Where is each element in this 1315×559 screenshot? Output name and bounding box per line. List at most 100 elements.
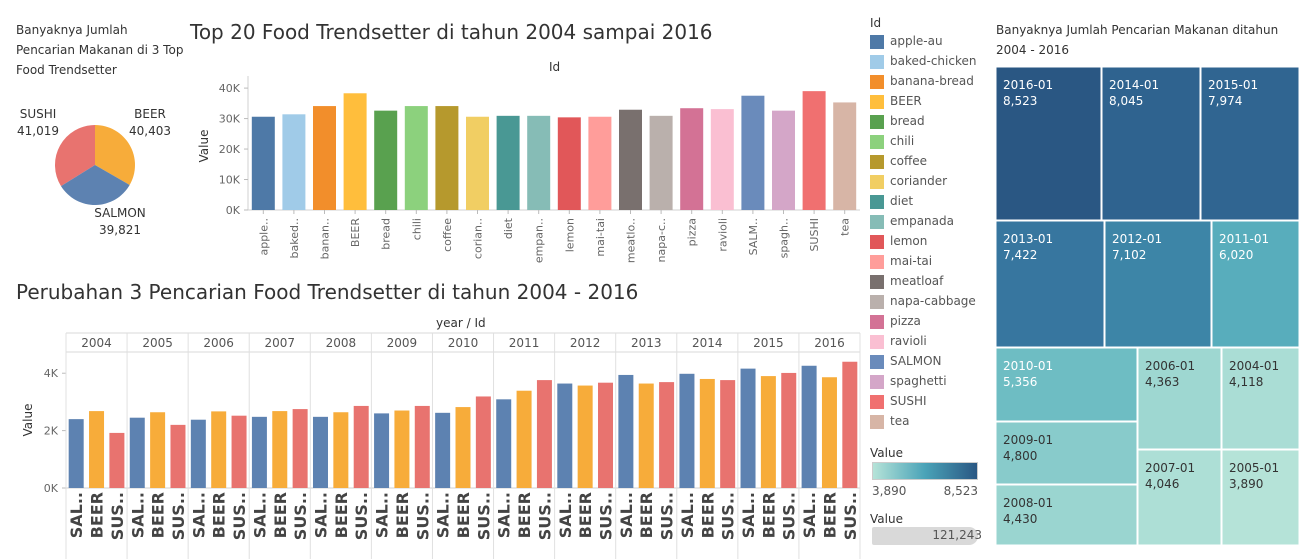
legend-swatch: [870, 375, 884, 389]
pie-slice-salmon: [61, 165, 130, 205]
grouped-y-tick-label: 0K: [44, 482, 59, 495]
grouped-x-tick-label: BEER: [393, 492, 412, 538]
grouped-x-tick-label: BEER: [210, 492, 229, 538]
treemap-cell-label: 2012-01: [1112, 232, 1162, 246]
legend-swatch: [870, 335, 884, 349]
grouped-x-tick-label: SAL..: [250, 492, 269, 538]
bar-x-tick-label: bread: [380, 218, 393, 250]
legend-label: spaghetti: [890, 374, 947, 388]
bar-chili: [404, 106, 428, 210]
legend-swatch: [870, 195, 884, 209]
treemap-cell-2015-01: [1200, 66, 1300, 221]
grouped-chart-header: year / Id: [436, 316, 486, 330]
bar-chart-x-header: Id: [549, 60, 561, 74]
legend-label: bread: [890, 114, 925, 128]
treemap-cell-2013-01: [995, 220, 1105, 348]
bar-x-tick-label: baked..: [288, 218, 301, 258]
color-scale-title: Value: [870, 446, 903, 460]
grouped-chart-title: Perubahan 3 Pencarian Food Trendsetter d…: [16, 280, 639, 304]
grouped-bar-salmon: [251, 416, 267, 488]
grouped-bar-beer: [577, 385, 593, 488]
size-scale-value: 121,243: [932, 528, 982, 542]
treemap-cell-value: 3,890: [1229, 477, 1263, 491]
grouped-year-header: 2014: [692, 336, 723, 350]
legend-swatch: [870, 315, 884, 329]
grouped-bar-sushi: [842, 361, 858, 488]
bar-bread: [374, 110, 398, 210]
bar-mai-tai: [588, 116, 612, 210]
legend-label: SALMON: [890, 354, 942, 368]
grouped-x-tick-label: BEER: [820, 492, 839, 538]
treemap-cell-2012-01: [1104, 220, 1212, 348]
grouped-x-tick-label: SUS..: [291, 492, 310, 540]
legend-swatch: [870, 35, 884, 49]
bar-meatloaf: [619, 109, 642, 210]
treemap-cell-label: 2013-01: [1003, 232, 1053, 246]
grouped-bar-salmon: [190, 419, 206, 488]
treemap-cell-label: 2016-01: [1003, 78, 1053, 92]
treemap-cell-label: 2010-01: [1003, 359, 1053, 373]
legend-swatch: [870, 75, 884, 89]
bar-x-tick-label: BEER: [349, 218, 362, 247]
grouped-x-tick-label: SUS..: [719, 492, 738, 540]
grouped-x-tick-label: BEER: [637, 492, 656, 538]
grouped-bar-sushi: [292, 409, 308, 488]
size-scale-bar: [872, 527, 978, 545]
bar-napa-cabbage: [649, 115, 673, 210]
grouped-bar-sushi: [353, 405, 369, 488]
legend-label: coffee: [890, 154, 927, 168]
legend-label: lemon: [890, 234, 928, 248]
bar-x-tick-label: lemon: [563, 218, 576, 252]
pie-chart-title: Banyaknya Jumlah Pencarian Makanan di 3 …: [16, 23, 184, 77]
legend-swatch: [870, 55, 884, 69]
legend-swatch: [870, 395, 884, 409]
grouped-bar-sushi: [414, 405, 430, 488]
grouped-x-tick-label: SUS..: [108, 492, 127, 540]
treemap-cell-2004-01: [1221, 347, 1300, 450]
treemap-cell-2010-01: [995, 347, 1138, 422]
bar-y-tick-label: 30K: [219, 113, 241, 126]
treemap-cell-2014-01: [1101, 66, 1201, 221]
treemap-cell-value: 7,102: [1112, 248, 1146, 262]
grouped-bar-salmon: [740, 368, 756, 488]
legend-label: pizza: [890, 314, 921, 328]
treemap-cell-2005-01: [1221, 449, 1300, 546]
grouped-bar-salmon: [557, 383, 573, 488]
grouped-bar-sushi: [109, 432, 125, 488]
grouped-x-tick-label: SUS..: [780, 492, 799, 540]
bar-y-tick-label: 20K: [219, 143, 241, 156]
bar-x-tick-label: tea: [839, 218, 852, 236]
grouped-bar-beer: [638, 383, 654, 488]
treemap-cell-label: 2011-01: [1219, 232, 1269, 246]
grouped-bar-beer: [760, 376, 776, 488]
legend-swatch: [870, 275, 884, 289]
legend-title: Id: [870, 16, 882, 30]
grouped-x-tick-label: SAL..: [617, 492, 636, 538]
pie-slice-beer: [95, 125, 135, 185]
grouped-y-tick-label: 2K: [44, 425, 59, 438]
grouped-x-tick-label: BEER: [515, 492, 534, 538]
bar-chart-title: Top 20 Food Trendsetter di tahun 2004 sa…: [190, 20, 713, 44]
bar-x-tick-label: apple..: [257, 218, 270, 256]
pie-label-value: 39,821: [99, 223, 141, 237]
grouped-x-tick-label: SAL..: [373, 492, 392, 538]
grouped-year-header: 2013: [631, 336, 662, 350]
grouped-x-tick-label: SUS..: [658, 492, 677, 540]
legend-swatch: [870, 255, 884, 269]
legend-label: tea: [890, 414, 910, 428]
treemap-cell-value: 8,523: [1003, 94, 1037, 108]
legend-label: mai-tai: [890, 254, 933, 268]
grouped-x-tick-label: SAL..: [434, 492, 453, 538]
grouped-x-tick-label: BEER: [149, 492, 168, 538]
grouped-x-tick-label: SUS..: [474, 492, 493, 540]
grouped-x-tick-label: SAL..: [739, 492, 758, 538]
treemap-title: Banyaknya Jumlah Pencarian Makanan ditah…: [996, 23, 1279, 57]
treemap-cell-value: 8,045: [1109, 94, 1143, 108]
grouped-bar-beer: [333, 412, 349, 488]
treemap-cell-label: 2015-01: [1208, 78, 1258, 92]
grouped-year-header: 2005: [142, 336, 173, 350]
grouped-bar-beer: [211, 411, 227, 488]
grouped-year-header: 2015: [753, 336, 784, 350]
grouped-bar-salmon: [618, 374, 634, 488]
